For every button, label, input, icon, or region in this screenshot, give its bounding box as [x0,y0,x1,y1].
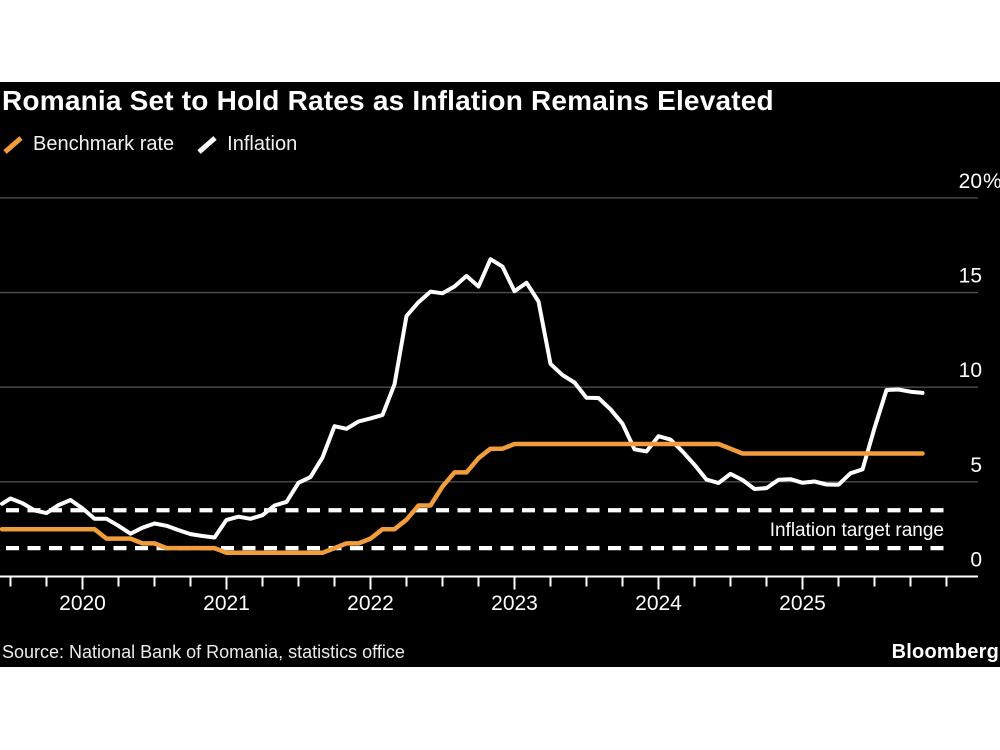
series-inflation [0,257,925,540]
svg-text:10: 10 [959,359,982,382]
legend-label-benchmark-rate: Benchmark rate [33,133,175,155]
svg-text:2021: 2021 [203,592,250,615]
svg-text:5: 5 [970,454,982,477]
svg-text:2024: 2024 [635,592,682,615]
y-axis-labels: 20 % 15 10 5 0 [959,170,1000,572]
series-lines [0,257,925,556]
svg-text:2023: 2023 [491,592,538,615]
svg-text:%: % [983,170,1000,193]
legend-label-inflation: Inflation [227,133,298,155]
line-chart: 20 % 15 10 5 0 2020 2021 2022 2023 2024 2025 Infla… [0,170,1000,615]
source-note: Source: National Bank of Romania, statis… [2,642,405,662]
x-axis-labels: 2020 2021 2022 2023 2024 2025 [59,592,826,615]
legend-item-inflation: Inflation [196,133,297,156]
x-axis [0,575,978,590]
chart-card: Romania Set to Hold Rates as Inflation R… [0,82,1000,667]
svg-text:2022: 2022 [347,592,394,615]
white-slash-icon [197,135,217,154]
legend: Benchmark rate Inflation [2,133,297,156]
chart-title: Romania Set to Hold Rates as Inflation R… [2,85,774,116]
bloomberg-logo: Bloomberg [891,641,999,663]
series-benchmark-rate [0,441,925,556]
chart-footer: Source: National Bank of Romania, statis… [2,641,999,664]
svg-text:2020: 2020 [59,592,106,615]
legend-item-benchmark-rate: Benchmark rate [2,133,174,156]
gridlines [0,197,978,483]
svg-text:20: 20 [959,170,982,193]
svg-text:2025: 2025 [779,592,826,615]
orange-slash-icon [3,135,23,154]
svg-text:15: 15 [959,265,982,288]
svg-text:0: 0 [970,549,982,572]
inflation-target-range-label: Inflation target range [770,520,944,541]
